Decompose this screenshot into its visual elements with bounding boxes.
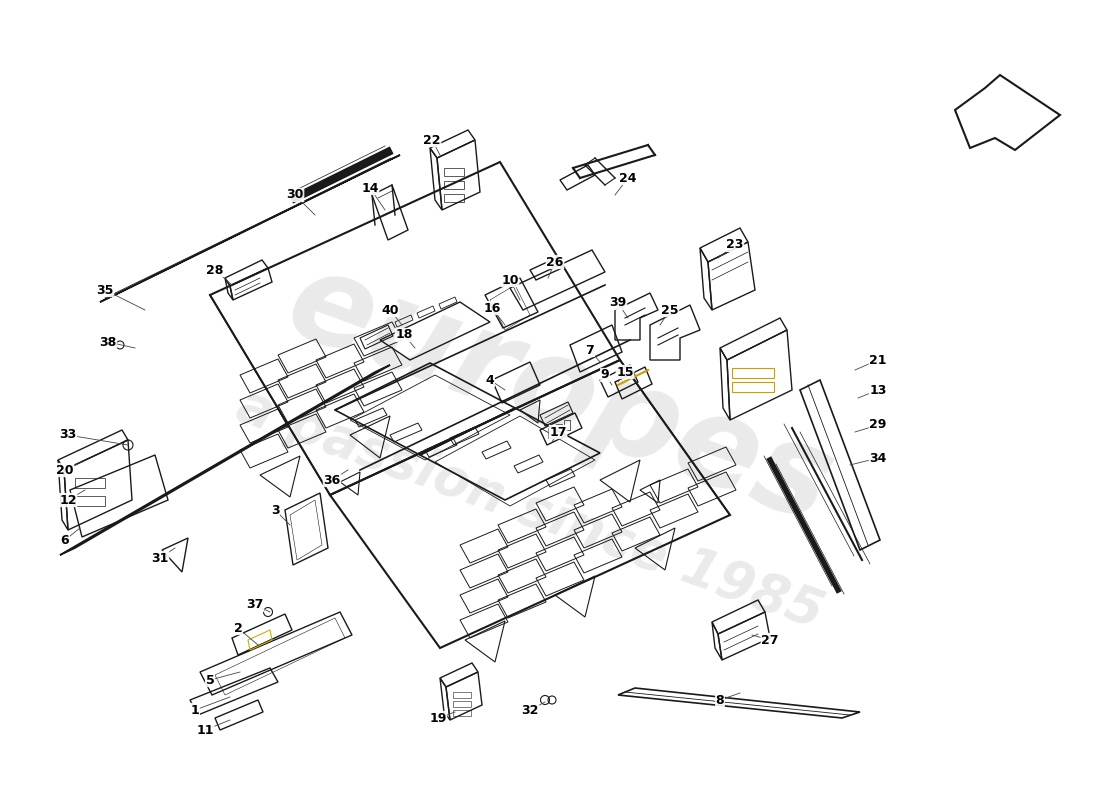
Bar (444, 194, 464, 202)
Text: 27: 27 (761, 634, 779, 646)
Bar (548, 428, 554, 438)
Bar (75, 478, 104, 488)
Text: 31: 31 (152, 551, 168, 565)
Text: 30: 30 (286, 189, 304, 202)
Text: 8: 8 (716, 694, 724, 706)
Text: 37: 37 (246, 598, 264, 611)
Text: 3: 3 (271, 503, 279, 517)
Bar (732, 368, 774, 378)
Text: 10: 10 (502, 274, 519, 286)
Text: 6: 6 (60, 534, 69, 546)
Text: 28: 28 (207, 263, 223, 277)
Text: 5: 5 (206, 674, 214, 686)
Bar (453, 710, 471, 716)
Bar (556, 424, 562, 434)
Text: a passion since 1985: a passion since 1985 (230, 379, 830, 641)
Bar (564, 420, 570, 430)
Text: 15: 15 (616, 366, 634, 378)
Text: europes: europes (272, 241, 848, 550)
Text: 29: 29 (869, 418, 887, 431)
Text: 25: 25 (661, 303, 679, 317)
Text: 4: 4 (485, 374, 494, 386)
Bar (444, 168, 464, 176)
Text: 40: 40 (382, 303, 398, 317)
Bar (75, 496, 104, 506)
Bar (444, 181, 464, 189)
Text: 34: 34 (869, 451, 887, 465)
Text: 22: 22 (424, 134, 441, 146)
Text: 38: 38 (99, 335, 117, 349)
Text: 11: 11 (196, 723, 213, 737)
Text: 17: 17 (549, 426, 566, 438)
Text: 21: 21 (869, 354, 887, 366)
Text: 13: 13 (869, 383, 887, 397)
Text: 18: 18 (395, 329, 412, 342)
Text: 35: 35 (97, 283, 113, 297)
Bar (453, 692, 471, 698)
Text: 23: 23 (726, 238, 744, 251)
Text: 20: 20 (56, 463, 74, 477)
Text: 9: 9 (601, 369, 609, 382)
Bar (732, 382, 774, 392)
Text: 24: 24 (619, 171, 637, 185)
Text: 36: 36 (323, 474, 341, 486)
Text: 7: 7 (585, 343, 594, 357)
Text: 16: 16 (483, 302, 500, 314)
Text: 2: 2 (233, 622, 242, 634)
Text: 14: 14 (361, 182, 378, 194)
Text: 33: 33 (59, 429, 77, 442)
Text: 32: 32 (521, 703, 539, 717)
Text: 19: 19 (429, 711, 447, 725)
Text: 12: 12 (59, 494, 77, 506)
Bar (453, 701, 471, 707)
Text: 26: 26 (547, 255, 563, 269)
Text: 1: 1 (190, 703, 199, 717)
Text: 39: 39 (609, 297, 627, 310)
